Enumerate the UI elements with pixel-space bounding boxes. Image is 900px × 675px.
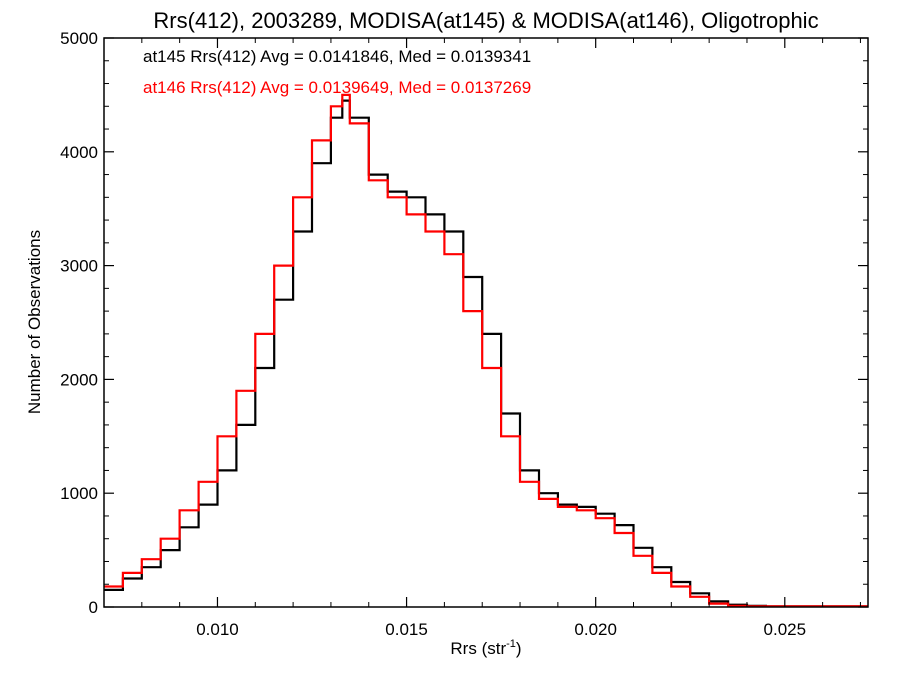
ticks-layer: 0.010 0.015 0.020 0.025 0 1000 2000 3000 4000 500…	[60, 29, 868, 639]
series-line-at146	[104, 93, 868, 608]
legend-entry-at145: at145 Rrs(412) Avg = 0.0141846, Med = 0.…	[143, 47, 531, 66]
plot-frame	[103, 37, 869, 608]
y-tick-label: 3000	[60, 257, 98, 276]
x-tick-label: 0.015	[385, 620, 428, 639]
series-layer	[104, 93, 868, 608]
y-tick-label: 2000	[60, 370, 98, 389]
y-tick-label: 4000	[60, 143, 98, 162]
x-tick-label: 0.020	[574, 620, 617, 639]
chart-title: Rrs(412), 2003289, MODISA(at145) & MODIS…	[153, 8, 818, 33]
y-tick-label: 1000	[60, 484, 98, 503]
x-tick-label: 0.010	[196, 620, 239, 639]
y-axis-label: Number of Observations	[25, 230, 44, 414]
y-tick-label: 5000	[60, 29, 98, 48]
x-axis-label: Rrs (str-1)	[450, 638, 521, 658]
series-line-at145	[104, 99, 868, 608]
x-tick-label: 0.025	[764, 620, 807, 639]
x-axis-label-superscript: -1	[506, 638, 516, 650]
legend-entry-at146: at146 Rrs(412) Avg = 0.0139649, Med = 0.…	[143, 78, 531, 97]
y-tick-label: 0	[89, 598, 98, 617]
